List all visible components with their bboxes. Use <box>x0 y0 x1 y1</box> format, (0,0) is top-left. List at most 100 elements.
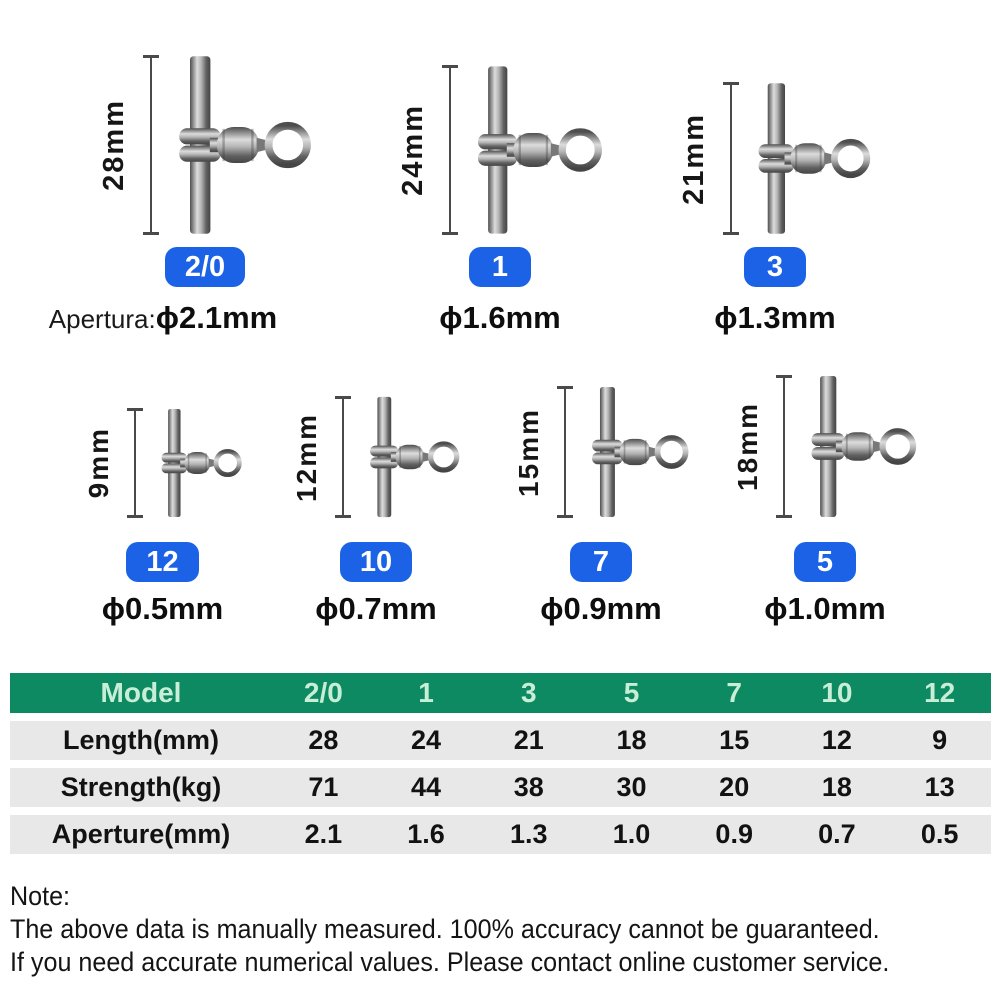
cell-value: 24 <box>411 725 442 755</box>
cell-value: 28 <box>308 725 339 755</box>
cell-value: 9 <box>932 725 948 755</box>
cell-value: 0.9 <box>715 819 753 849</box>
note-line-2: If you need accurate numerical values. P… <box>10 947 890 977</box>
cell-value: 1.6 <box>407 819 445 849</box>
table-row-strength: Strength(kg) 71 44 38 30 20 18 13 <box>10 768 991 807</box>
model-badge: 1 <box>469 247 531 287</box>
model-badge: 7 <box>570 542 632 582</box>
dimension-line-icon <box>723 82 739 235</box>
dimension-indicator: 21mm <box>678 82 739 235</box>
row-label: Length(mm) <box>63 725 219 755</box>
cell-value: 1.3 <box>510 819 548 849</box>
dimension-line-icon <box>776 375 792 518</box>
note-title: Note: <box>10 881 71 911</box>
dimension-indicator: 28mm <box>98 55 159 235</box>
length-dimension-label: 9mm <box>82 427 114 499</box>
dimension-line-icon <box>142 55 159 235</box>
length-dimension-label: 12mm <box>291 412 322 502</box>
aperture-line: ϕ1.6mm <box>439 300 560 336</box>
dimension-indicator: 24mm <box>397 65 458 235</box>
aperture-line: ϕ0.5mm <box>102 591 223 627</box>
aperture-value: ϕ0.7mm <box>315 591 437 626</box>
header-model-7: 7 <box>726 677 742 708</box>
cell-value: 21 <box>513 725 544 755</box>
header-model-1: 1 <box>418 677 434 708</box>
swivel-icon <box>474 65 604 235</box>
aperture-line: ϕ0.7mm <box>315 591 436 627</box>
length-dimension-label: 21mm <box>678 112 710 205</box>
cell-value: 44 <box>411 772 442 802</box>
swivel-icon <box>808 375 918 518</box>
aperture-prefix-label: Apertura: <box>48 304 156 334</box>
product-card-7: 15mm 7 ϕ0.9mm <box>492 370 710 627</box>
dimension-indicator: 12mm <box>291 396 351 518</box>
dimension-line-icon <box>556 386 573 518</box>
product-card-12: 9mm 12 ϕ0.5mm <box>55 370 270 627</box>
cell-value: 0.5 <box>920 819 959 849</box>
dimension-line-icon <box>126 408 143 518</box>
cell-value: 18 <box>616 725 647 755</box>
aperture-value: ϕ1.3mm <box>714 300 836 335</box>
length-dimension-label: 28mm <box>97 99 130 191</box>
cell-value: 15 <box>719 725 750 755</box>
product-figure: 28mm <box>98 48 313 235</box>
length-dimension-label: 24mm <box>396 104 429 196</box>
row-label: Aperture(mm) <box>51 819 231 849</box>
cell-value: 2.1 <box>304 819 343 849</box>
dimension-indicator: 18mm <box>732 375 792 518</box>
header-model-3: 3 <box>520 677 537 708</box>
swivel-icon <box>589 386 690 518</box>
model-badge: 2/0 <box>164 247 246 287</box>
cell-value: 12 <box>821 725 852 755</box>
model-badge: 12 <box>126 542 199 582</box>
product-figure: 15mm <box>513 370 690 518</box>
aperture-value: ϕ1.0mm <box>764 591 886 626</box>
spec-table-header-row: Model 2/0 1 3 5 7 10 12 <box>10 673 991 713</box>
product-card-1: 24mm 1 ϕ1.6mm <box>385 48 615 336</box>
cell-value: 1.0 <box>612 819 651 849</box>
cell-value: 18 <box>821 772 852 802</box>
dimension-indicator: 9mm <box>83 408 143 518</box>
header-model-10: 10 <box>821 677 853 708</box>
product-card-5: 18mm 5 ϕ1.0mm <box>716 370 934 627</box>
length-dimension-label: 15mm <box>512 407 544 497</box>
dimension-line-icon <box>335 396 351 518</box>
cell-value: 20 <box>719 772 750 802</box>
length-dimension-label: 18mm <box>732 402 763 491</box>
header-model-2-0: 2/0 <box>303 677 343 708</box>
spec-table: Model 2/0 1 3 5 7 10 12 Length(mm) 28 24… <box>10 673 991 854</box>
product-figure: 18mm <box>732 370 918 518</box>
cell-value: 38 <box>513 772 544 802</box>
cell-value: 71 <box>308 772 339 802</box>
cell-value: 30 <box>616 772 647 802</box>
product-figure: 12mm <box>291 370 461 518</box>
product-figure: 21mm <box>678 48 872 235</box>
cell-value: 13 <box>924 772 955 802</box>
product-card-3: 21mm 3 ϕ1.3mm <box>655 48 895 336</box>
note-block: Note: The above data is manually measure… <box>10 880 1000 979</box>
header-model: Model <box>100 677 182 708</box>
note-line-1: The above data is manually measured. 100… <box>10 914 880 944</box>
swivel-icon <box>367 396 461 518</box>
aperture-value: ϕ1.6mm <box>439 300 561 335</box>
swivel-icon <box>159 408 243 518</box>
header-model-5: 5 <box>623 677 640 708</box>
swivel-icon <box>755 82 872 235</box>
aperture-value: ϕ0.9mm <box>540 591 662 626</box>
aperture-line: ϕ1.0mm <box>764 591 885 627</box>
aperture-line: ϕ0.9mm <box>540 591 661 627</box>
product-figure: 24mm <box>397 48 604 235</box>
aperture-line: ϕ1.3mm <box>714 300 835 336</box>
product-card-2-0: 28mm 2/0 Apertura: ϕ2.1mm <box>40 48 370 336</box>
dimension-indicator: 15mm <box>513 386 573 518</box>
table-row-length: Length(mm) 28 24 21 18 15 12 9 <box>10 721 991 760</box>
model-badge: 10 <box>339 542 413 582</box>
aperture-line: Apertura: ϕ2.1mm <box>49 300 277 336</box>
cell-value: 0.7 <box>818 819 856 849</box>
aperture-value: ϕ0.5mm <box>101 591 224 626</box>
model-badge: 3 <box>744 247 806 287</box>
row-label: Strength(kg) <box>60 772 222 802</box>
swivel-icon <box>175 55 313 235</box>
model-badge: 5 <box>794 542 856 582</box>
dimension-line-icon <box>441 65 458 235</box>
